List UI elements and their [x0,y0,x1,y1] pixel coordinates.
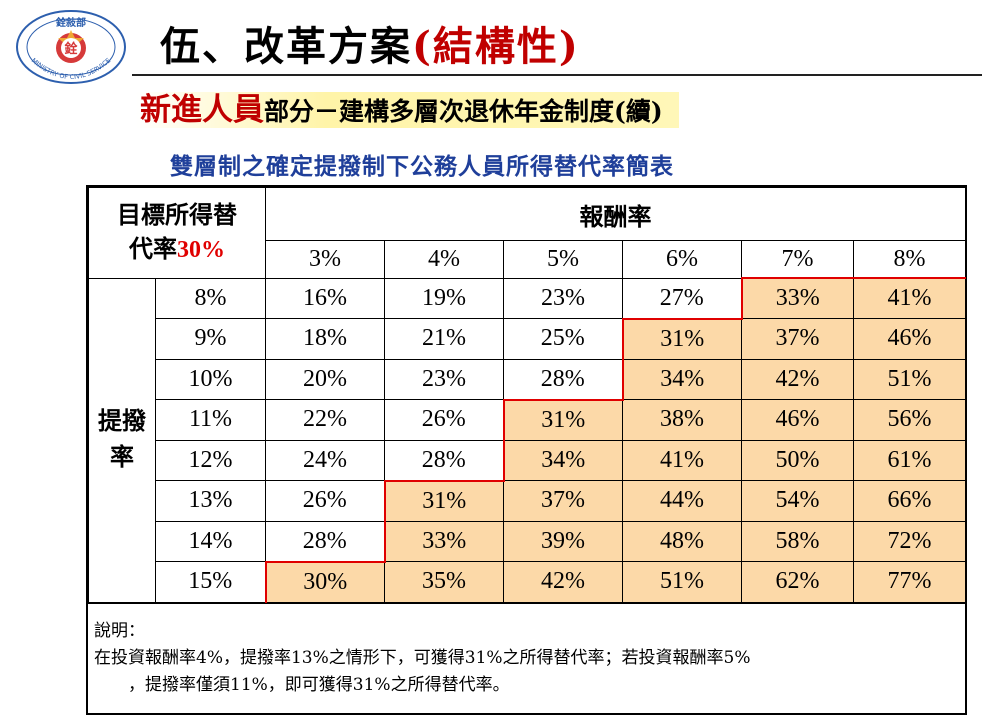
table-caption: 雙層制之確定提撥制下公務人員所得替代率簡表 [170,153,674,180]
return-rate-col-header: 8% [852,240,967,279]
table-row: 11% 22% 26% 31% 38% 46% 56% [89,398,967,441]
replacement-rate-cell: 41% [852,277,967,319]
replacement-rate-cell: 46% [852,318,967,360]
replacement-rate-cell: 51% [852,358,967,400]
replacement-rate-cell: 25% [503,318,623,360]
return-rate-col-header: 5% [503,240,623,279]
replacement-rate-cell: 66% [852,480,967,522]
return-rate-col-header: 7% [741,240,854,279]
logo-center-glyph: 銓 [64,41,77,57]
replacement-rate-cell: 46% [741,399,854,441]
contribution-rate-value: 15% [155,561,266,603]
replacement-rate-cell: 33% [383,520,504,562]
replacement-rate-cell: 77% [852,561,967,603]
contribution-rate-value: 14% [155,520,266,562]
return-rate-col-header: 4% [384,240,504,279]
table-row: 13% 26% 31% 37% 44% 54% 66% [89,479,967,522]
subtitle-banner: 新進人員部分－建構多層次退休年金制度(續) [136,92,679,128]
replacement-rate-cell: 23% [503,277,623,319]
replacement-rate-cell: 23% [384,358,504,400]
subtitle-rest: 部分－建構多層次退休年金制度(續) [264,97,663,126]
title-divider [132,74,982,76]
return-rate-col-header: 6% [622,240,742,279]
replacement-rate-cell: 28% [503,358,623,401]
replacement-rate-cell: 26% [265,480,385,522]
replacement-rate-table: 目標所得替 代率30% 報酬率 3% 4% 5% 6% 7% 8% 提撥率 8% 16% 19%… [86,185,967,715]
replacement-rate-cell: 56% [852,399,967,441]
return-rate-col-header: 3% [265,240,385,279]
replacement-rate-cell: 18% [265,318,385,360]
notes-section: 說明： 在投資報酬率4%，提撥率13%之情形下，可獲得31%之所得替代率；若投資… [88,602,965,713]
table-row: 10% 20% 23% 28% 34% 42% 51% [89,358,967,401]
contribution-rate-value: 8% [155,277,266,319]
replacement-rate-cell: 54% [741,480,854,522]
contribution-label-line1: 提撥 [98,409,146,435]
replacement-rate-cell: 31% [502,398,623,441]
replacement-rate-cell: 16% [265,277,385,319]
notes-line1: 在投資報酬率4%，提撥率13%之情形下，可獲得31%之所得替代率；若投資報酬率5… [94,647,751,668]
replacement-rate-cell: 35% [384,561,504,603]
contribution-rate-label: 提撥率 [88,277,156,603]
table-row: 9% 18% 21% 25% 31% 37% 46% [89,317,967,360]
replacement-rate-cell: 48% [622,520,742,562]
contribution-rate-value: 10% [155,358,266,400]
replacement-rate-cell: 28% [384,439,504,482]
page-title: 伍、改革方案(結構性) [160,14,580,72]
replacement-rate-cell: 62% [741,561,854,603]
table-row: 15% 30% 35% 42% 51% 62% 77% [89,560,967,603]
replacement-rate-cell: 27% [622,277,742,320]
title-main: 伍、改革方案 [160,23,412,70]
table-row: 14% 28% 33% 39% 48% 58% 72% [89,520,967,563]
subtitle-highlight: 新進人員 [140,92,264,128]
logo-text-top: 銓敍部 [56,16,86,29]
notes-line2: ，提撥率僅須11%，即可獲得31%之所得替代率。 [128,674,510,695]
contribution-rate-value: 12% [155,439,266,481]
replacement-rate-cell: 42% [741,358,854,400]
replacement-rate-cell: 26% [384,399,504,441]
replacement-rate-cell: 39% [503,520,623,562]
replacement-rate-cell: 38% [622,399,742,441]
replacement-rate-cell: 42% [503,561,623,603]
target-rate-corner: 目標所得替 代率30% [88,187,266,279]
contribution-label-line2: 率 [110,445,134,471]
replacement-rate-cell: 21% [384,318,504,360]
notes-heading: 說明： [94,620,145,641]
replacement-rate-cell: 72% [852,520,967,562]
replacement-rate-cell: 22% [265,399,385,441]
replacement-rate-cell: 37% [741,318,854,360]
contribution-rate-value: 13% [155,480,266,522]
contribution-rate-value: 11% [155,399,266,441]
replacement-rate-cell: 28% [265,520,385,563]
replacement-rate-cell: 50% [741,439,854,481]
replacement-rate-cell: 31% [383,479,504,522]
replacement-rate-cell: 34% [621,358,742,400]
replacement-rate-cell: 41% [622,439,742,481]
replacement-rate-cell: 33% [740,277,854,319]
ministry-logo: 銓敍部 MINISTRY OF CIVIL SERVICE 銓 [16,10,126,84]
replacement-rate-cell: 61% [852,439,967,481]
replacement-rate-cell: 31% [621,317,742,360]
return-rate-header: 報酬率 [264,187,967,241]
replacement-rate-cell: 51% [622,561,742,603]
replacement-rate-cell: 58% [741,520,854,562]
replacement-rate-cell: 19% [384,277,504,319]
logo-emblem-icon: 銓 [56,30,86,63]
contribution-rate-value: 9% [155,318,266,360]
corner-target-pct: 30% [177,236,225,263]
corner-line1: 目標所得替 [117,202,237,229]
replacement-rate-cell: 44% [622,480,742,522]
table-row: 12% 24% 28% 34% 41% 50% 61% [89,439,967,482]
replacement-rate-cell: 30% [264,560,385,603]
replacement-rate-cell: 34% [502,439,623,481]
corner-line2: 代率 [129,236,177,263]
table-row: 提撥率 8% 16% 19% 23% 27% 33% 41% [88,277,967,603]
replacement-rate-cell: 24% [265,439,385,481]
replacement-rate-cell: 20% [265,358,385,400]
replacement-rate-cell: 37% [503,480,623,522]
title-paren: (結構性) [412,23,580,70]
